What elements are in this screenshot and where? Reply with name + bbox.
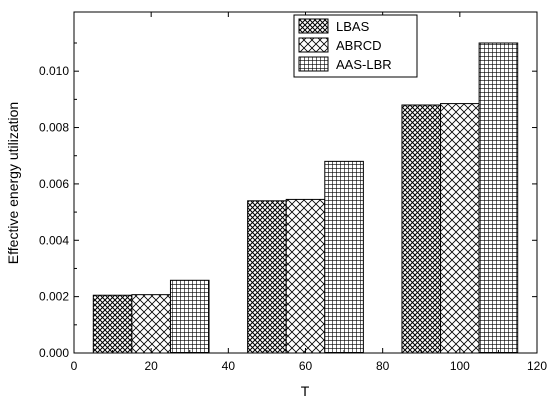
y-axis: 0.000 0.002 0.004 0.006 0.008 0.010 [39, 42, 537, 360]
legend-swatch-aas-lbr [298, 56, 329, 72]
legend-label-abrcd: ABRCD [336, 38, 382, 53]
legend-label-aas-lbr: AAS-LBR [336, 57, 392, 72]
y-tick-label: 0.010 [39, 64, 69, 78]
x-tick-label: 20 [144, 359, 158, 373]
x-tick-label: 120 [527, 359, 547, 373]
bar-abrcd-100 [440, 103, 480, 354]
legend-swatch-abrcd [298, 37, 329, 53]
x-axis: 0 20 40 60 80 100 120 [71, 12, 547, 373]
x-tick-label: 80 [376, 359, 390, 373]
x-axis-title: T [301, 383, 310, 399]
bar-lbas-100 [401, 104, 442, 354]
bar-aas-lbr-20 [169, 279, 210, 354]
bar-lbas-20 [92, 294, 133, 354]
legend-swatch-lbas [298, 18, 329, 34]
bar-aas-lbr-60 [324, 160, 364, 354]
bar-lbas-60 [247, 200, 287, 354]
x-tick-label: 0 [71, 359, 78, 373]
x-tick-label: 60 [299, 359, 313, 373]
bar-abrcd-60 [285, 198, 326, 354]
bar-aas-lbr-100 [478, 42, 519, 354]
y-tick-label: 0.004 [39, 233, 69, 247]
bars-group [92, 42, 519, 354]
x-tick-label: 40 [222, 359, 236, 373]
bar-abrcd-20 [131, 294, 171, 354]
y-axis-title: Effective energy utilization [5, 102, 21, 264]
y-tick-label: 0.006 [39, 177, 69, 191]
legend: LBAS ABRCD AAS-LBR [293, 14, 418, 78]
legend-label-lbas: LBAS [336, 19, 370, 34]
y-tick-label: 0.002 [39, 290, 69, 304]
x-tick-label: 100 [450, 359, 470, 373]
y-tick-label: 0.000 [39, 346, 69, 360]
y-tick-label: 0.008 [39, 121, 69, 135]
